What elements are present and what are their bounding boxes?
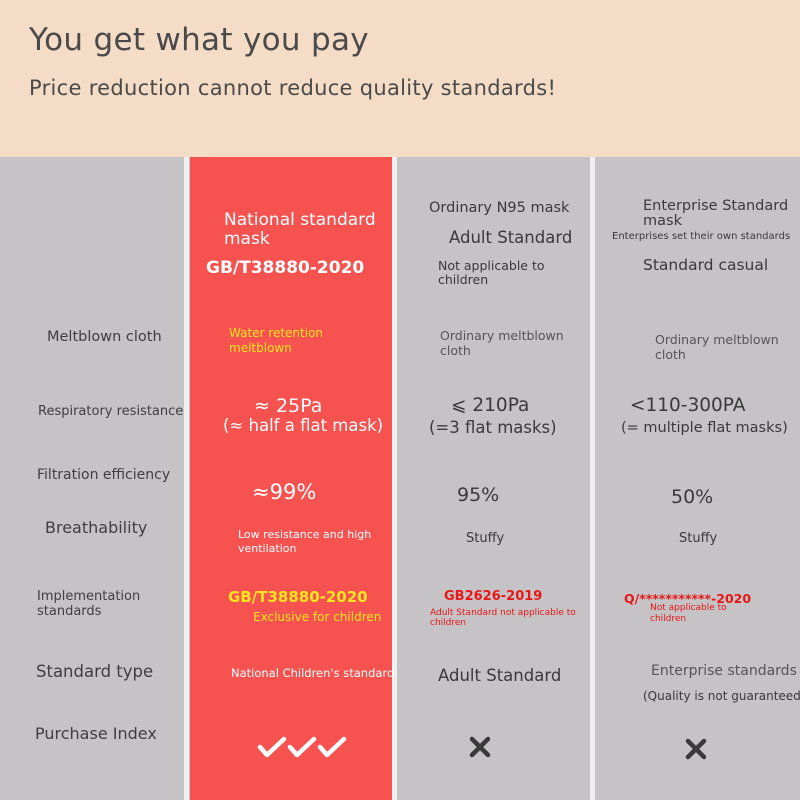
n95-resistance: ⩽ 210Pa [451,395,530,416]
national-impl-note: Exclusive for children [253,610,382,624]
n95-breathability: Stuffy [466,531,505,546]
enterprise-mask-name-2: mask [643,213,682,229]
national-breathability-2: ventilation [238,542,297,555]
n95-standard-type: Adult Standard [438,666,562,685]
n95-column [397,157,590,800]
cross-icon [685,738,707,760]
enterprise-standard-type-note: (Quality is not guaranteed) [643,689,800,703]
n95-meltblown: Ordinary meltblown [440,328,564,343]
triple-check-icon [257,736,347,758]
enterprise-mask-name: Enterprise Standard [643,198,789,214]
n95-impl-note-2: children [430,618,467,628]
national-resistance: ≈ 25Pa [254,395,323,417]
national-meltblown: Water retention [229,326,324,340]
enterprise-standard-casual: Standard casual [643,256,769,274]
enterprise-impl-code: Q/***********-2020 [624,591,752,606]
enterprise-impl-note: Not applicable to [650,603,727,613]
page-subtitle: Price reduction cannot reduce quality st… [29,76,557,100]
enterprise-meltblown-2: cloth [655,347,686,362]
national-resistance-note: (≈ half a flat mask) [223,416,384,435]
enterprise-resistance: <110-300PA [630,395,746,416]
national-standard-code: GB/T38880-2020 [206,258,365,278]
enterprise-impl-note-2: children [650,614,687,624]
enterprise-column [595,157,800,800]
column-divider [590,157,595,800]
n95-mask-name: Ordinary N95 mask [429,200,570,216]
n95-note: Not applicable to [438,258,545,273]
column-divider [392,157,397,800]
cross-icon [469,736,491,758]
enterprise-filtration: 50% [671,486,714,508]
row-label-column [0,157,184,800]
national-mask-name-2: mask [224,229,270,249]
row-label-standard-type: Standard type [36,662,154,681]
national-impl-code: GB/T38880-2020 [228,588,368,606]
enterprise-resistance-note: (= multiple flat masks) [621,420,788,436]
n95-filtration: 95% [457,484,500,506]
enterprise-standard-type: Enterprise standards [651,663,797,679]
row-label-implementation-2: standards [37,604,102,619]
n95-impl-code: GB2626-2019 [444,589,543,604]
page-title: You get what you pay [29,22,369,58]
row-label-breathability: Breathability [45,518,148,537]
national-meltblown-2: meltblown [229,341,292,355]
row-label-implementation: Implementation [37,589,141,604]
n95-note-2: children [438,272,489,287]
n95-resistance-note: (=3 flat masks) [429,418,557,437]
enterprise-breathability: Stuffy [679,531,718,546]
enterprise-note: Enterprises set their own standards [612,231,791,242]
row-label-purchase-index: Purchase Index [35,724,157,743]
national-standard-column [190,157,392,800]
enterprise-meltblown: Ordinary meltblown [655,332,779,347]
column-divider [184,157,189,800]
national-breathability: Low resistance and high [238,528,372,541]
n95-meltblown-2: cloth [440,343,471,358]
national-mask-name: National standard [224,210,376,230]
row-label-meltblown: Meltblown cloth [47,329,162,345]
n95-impl-note: Adult Standard not applicable to [430,608,576,618]
row-label-filtration: Filtration efficiency [37,467,171,483]
n95-adult-standard: Adult Standard [449,228,573,247]
national-filtration: ≈99% [252,480,317,504]
row-label-resistance: Respiratory resistance [38,404,184,419]
national-standard-type: National Children's standard [231,666,395,680]
header-banner: You get what you pay Price reduction can… [0,0,800,157]
